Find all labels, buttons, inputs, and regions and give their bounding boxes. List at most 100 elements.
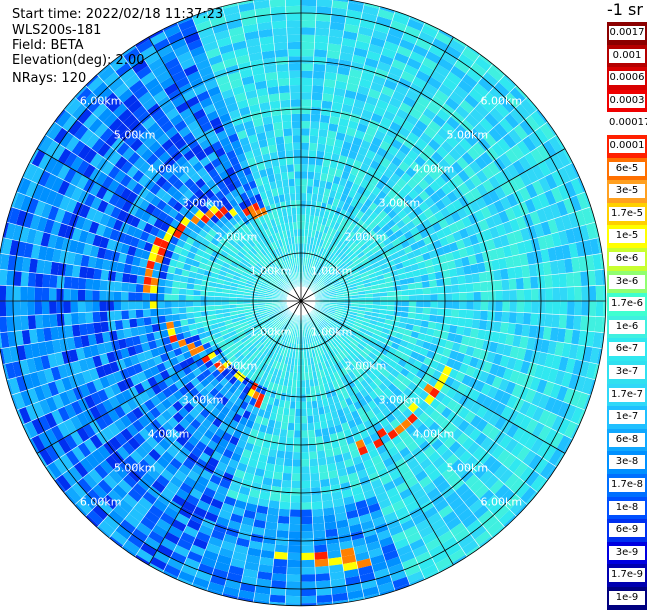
- range-gate-cell: [179, 295, 186, 301]
- range-gate-cell: [290, 495, 301, 503]
- range-gate-cell: [0, 285, 6, 301]
- range-gate-cell: [279, 436, 287, 444]
- range-gate-cell: [466, 310, 474, 319]
- range-gate-cell: [288, 172, 295, 180]
- range-gate-cell: [567, 287, 575, 301]
- range-gate-cell: [121, 292, 128, 301]
- range-gate-cell: [35, 315, 43, 329]
- range-gate-cell: [164, 294, 171, 301]
- range-gate-cell: [285, 596, 301, 604]
- range-gate-cell: [309, 150, 317, 158]
- range-gate-cell: [78, 301, 86, 313]
- range-gate-cell: [409, 301, 416, 307]
- range-gate-cell: [99, 301, 107, 312]
- range-gate-cell: [301, 445, 309, 452]
- range-gate-cell: [409, 295, 416, 301]
- range-gate-cell: [473, 282, 481, 292]
- range-gate-cell: [301, 574, 316, 582]
- range-gate-cell: [272, 115, 283, 123]
- range-gate-cell: [309, 143, 318, 151]
- range-gate-cell: [301, 581, 316, 589]
- range-gate-cell: [143, 293, 150, 301]
- range-gate-cell: [301, 179, 307, 186]
- range-gate-cell: [222, 297, 229, 301]
- range-gate-cell: [301, 409, 307, 416]
- range-gate-cell: [312, 85, 324, 93]
- range-gate-cell: [560, 287, 568, 301]
- range-gate-cell: [313, 64, 326, 72]
- range-gate-cell: [301, 452, 309, 459]
- range-gate-cell: [301, 488, 311, 496]
- range-gate-cell: [290, 502, 301, 510]
- range-gate-cell: [301, 164, 308, 171]
- range-gate-cell: [301, 71, 313, 79]
- range-gate-cell: [596, 285, 604, 301]
- range-gate-cell: [288, 546, 301, 554]
- range-gate-cell: [301, 143, 309, 150]
- range-gate-cell: [502, 279, 510, 290]
- range-gate-cell: [150, 309, 158, 317]
- range-gate-cell: [416, 295, 423, 301]
- range-gate-cell: [286, 589, 301, 597]
- range-gate-cell: [35, 301, 43, 315]
- range-gate-cell: [495, 290, 503, 301]
- range-gate-cell: [186, 307, 194, 313]
- range-gate-cell: [72, 324, 81, 337]
- range-gate-cell: [523, 277, 531, 289]
- range-gate-cell: [179, 288, 187, 295]
- range-gate-cell: [566, 272, 574, 287]
- range-gate-cell: [289, 186, 295, 194]
- range-gate-cell: [283, 466, 292, 474]
- range-gate-cell: [311, 107, 322, 115]
- range-gate-cell: [457, 318, 465, 327]
- range-gate-cell: [301, 524, 313, 532]
- range-gate-cell: [42, 287, 50, 301]
- range-gate-cell: [144, 317, 152, 326]
- range-gate-cell: [301, 186, 307, 193]
- range-gate-cell: [317, 144, 326, 152]
- range-gate-cell: [531, 301, 539, 313]
- range-gate-cell: [474, 292, 481, 301]
- range-gate-cell: [452, 301, 459, 309]
- range-gate-cell: [100, 311, 108, 322]
- range-gate-cell: [301, 603, 317, 607]
- range-gate-cell: [79, 324, 88, 336]
- range-gate-cell: [278, 85, 290, 93]
- range-gate-cell: [301, 474, 310, 481]
- range-gate-cell: [301, 0, 317, 6]
- range-gate-cell: [85, 312, 93, 324]
- range-gate-cell: [488, 291, 496, 301]
- range-gate-cell: [143, 284, 151, 293]
- range-gate-cell: [99, 290, 107, 301]
- range-gate-cell: [42, 314, 50, 328]
- range-gate-cell: [157, 308, 165, 316]
- range-gate-cell: [193, 295, 200, 301]
- range-gate-cell: [289, 524, 301, 532]
- range-gate-cell: [308, 437, 316, 445]
- range-gate-cell: [514, 324, 523, 336]
- range-gate-cell: [310, 466, 319, 474]
- range-gate-cell: [101, 270, 110, 281]
- range-gate-cell: [324, 79, 336, 88]
- range-gate-cell: [27, 301, 35, 315]
- range-gate-cell: [444, 309, 452, 317]
- range-gate-cell: [538, 288, 546, 301]
- range-gate-cell: [13, 301, 21, 316]
- range-gate-cell: [49, 288, 57, 301]
- range-gate-cell: [157, 286, 165, 294]
- range-gate-cell: [276, 64, 289, 72]
- range-gate-cell: [595, 316, 603, 332]
- range-gate-cell: [495, 301, 503, 312]
- range-gate-cell: [395, 301, 402, 306]
- range-gate-cell: [42, 301, 50, 315]
- range-gate-cell: [72, 265, 81, 278]
- range-gate-cell: [301, 560, 315, 568]
- range-gate-cell: [430, 294, 437, 301]
- range-gate-cell: [6, 301, 14, 316]
- range-gate-cell: [553, 287, 561, 301]
- range-gate-cell: [136, 309, 144, 318]
- range-gate-cell: [307, 408, 313, 416]
- range-gate-cell: [459, 301, 466, 310]
- range-gate-cell: [438, 301, 445, 309]
- range-gate-cell: [6, 286, 14, 301]
